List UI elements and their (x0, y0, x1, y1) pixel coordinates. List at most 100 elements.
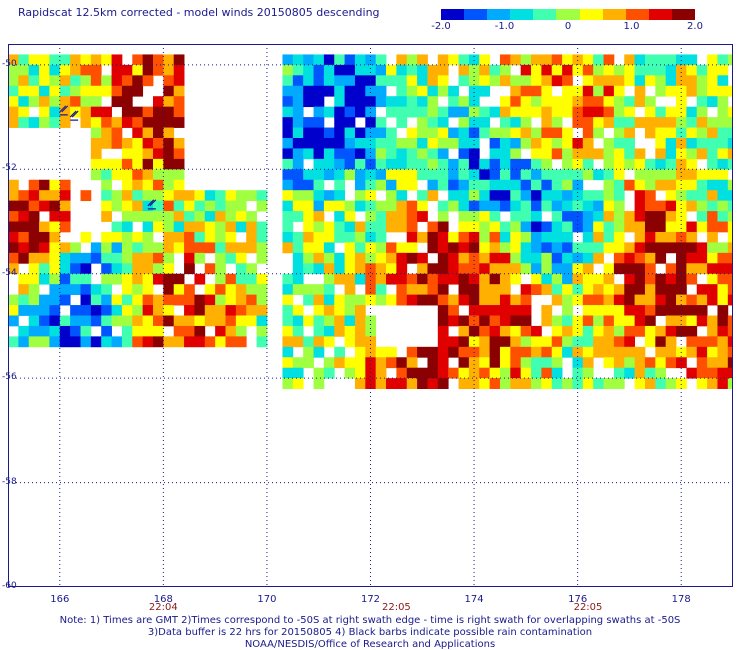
data-cell (676, 85, 687, 97)
data-cell (603, 336, 615, 348)
data-cell (417, 137, 428, 149)
data-cell (541, 305, 553, 316)
data-cell (153, 54, 164, 66)
data-cell (8, 211, 19, 222)
data-cell (153, 336, 164, 348)
map-title: Rapidscat 12.5km corrected - model winds… (18, 6, 380, 19)
data-cell (696, 200, 708, 212)
colorbar-segment (602, 9, 627, 20)
data-cell (365, 148, 377, 160)
data-cell (235, 294, 247, 306)
data-cell (70, 305, 81, 316)
data-cell (427, 242, 439, 254)
data-cell (313, 263, 325, 275)
data-cell (163, 54, 175, 66)
data-cell (603, 190, 615, 202)
data-cell (334, 169, 346, 181)
data-cell (572, 336, 584, 348)
data-cell (344, 231, 356, 243)
data-cell (655, 106, 667, 118)
data-cell (531, 179, 542, 191)
data-cell (173, 137, 185, 149)
data-cell (406, 85, 418, 97)
data-cell (676, 179, 687, 191)
data-cell (204, 221, 216, 233)
data-cell (427, 284, 439, 296)
data-cell (184, 325, 195, 337)
data-cell (448, 96, 459, 108)
data-cell (132, 325, 144, 337)
data-cell (282, 96, 294, 108)
data-cell (686, 158, 698, 170)
data-cell (194, 336, 206, 348)
data-cell (344, 148, 356, 160)
data-cell (292, 378, 304, 389)
colorbar-segment (533, 9, 557, 20)
data-cell (101, 252, 112, 264)
data-cell (458, 137, 470, 149)
data-cell (215, 325, 226, 337)
data-cell (80, 190, 92, 202)
data-cell (696, 106, 708, 118)
data-cell (8, 231, 19, 243)
data-cell (686, 294, 698, 306)
data-cell (365, 325, 377, 337)
data-cell (603, 169, 615, 181)
data-cell (132, 75, 144, 87)
data-cell (489, 378, 501, 389)
data-cell (246, 263, 257, 275)
data-cell (396, 96, 408, 108)
data-cell (375, 357, 387, 369)
data-cell (153, 148, 164, 160)
data-cell (386, 221, 397, 233)
data-cell (655, 54, 667, 66)
data-cell (572, 190, 584, 202)
data-cell (365, 367, 377, 379)
data-cell (707, 231, 718, 243)
data-cell (427, 85, 439, 97)
data-cell (531, 85, 542, 97)
data-cell (256, 325, 268, 337)
data-cell (448, 242, 459, 254)
data-cell (458, 346, 470, 358)
longitude-label: 176 (568, 594, 588, 605)
data-cell (696, 336, 708, 348)
data-cell (121, 106, 133, 118)
data-cell (686, 75, 698, 87)
data-cell (551, 367, 563, 379)
data-cell (204, 231, 216, 243)
data-cell (427, 263, 439, 275)
data-cell (458, 54, 470, 66)
data-cell (406, 54, 418, 66)
colorbar-tick-label: -2.0 (431, 21, 451, 32)
data-cell (39, 231, 50, 243)
data-cell (375, 179, 387, 191)
data-cell (101, 106, 112, 118)
data-cell (49, 64, 61, 76)
data-cell (194, 294, 206, 306)
data-cell (386, 357, 397, 369)
data-cell (256, 294, 268, 306)
data-cell (489, 336, 501, 348)
data-cell (531, 284, 542, 296)
data-cell (499, 169, 511, 181)
data-cell (727, 273, 733, 285)
data-cell (634, 263, 646, 275)
data-cell (406, 221, 418, 233)
longitude-label: 178 (671, 594, 691, 605)
data-cell (184, 305, 195, 316)
data-cell (603, 294, 615, 306)
data-cell (18, 284, 30, 296)
data-cell (235, 336, 247, 348)
data-cell (479, 273, 491, 285)
data-cell (551, 211, 563, 222)
data-cell (215, 190, 226, 202)
data-cell (479, 357, 491, 369)
data-cell (354, 263, 366, 275)
data-cell (468, 96, 480, 108)
data-cell (386, 273, 397, 285)
data-cell (696, 294, 708, 306)
data-cell (396, 357, 408, 369)
data-cell (489, 252, 501, 264)
data-cell (406, 179, 418, 191)
